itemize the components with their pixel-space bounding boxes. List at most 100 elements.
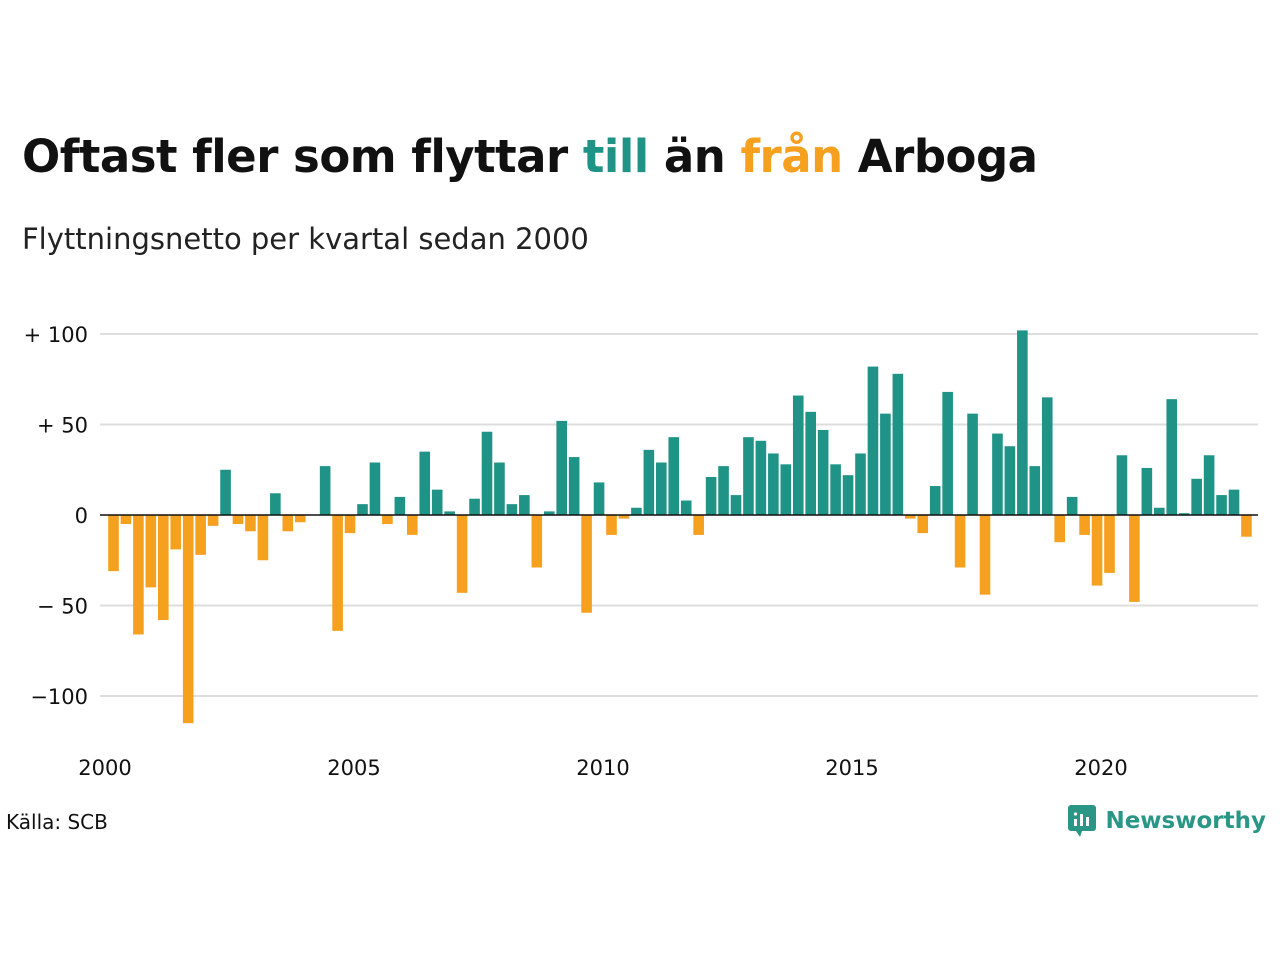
title-part-1: Oftast fler som flyttar [22,130,583,183]
title-highlight-fran: från [740,130,843,183]
x-axis-ticks: 2000 2005 2010 2015 2020 [78,756,1127,780]
bar [531,515,543,568]
bar [431,489,443,515]
bar [705,476,717,515]
y-tick-label: + 100 [24,323,88,347]
bar [979,515,991,595]
bar [1141,467,1153,515]
bar [581,515,592,613]
bar [668,437,680,515]
bar [1203,455,1215,515]
bar [880,413,891,515]
bar [357,504,368,515]
bar [730,495,742,515]
bars [108,330,1252,724]
bar [929,486,941,515]
bar [133,515,144,635]
y-tick-label: −100 [30,685,88,709]
bar [344,515,356,534]
bar [631,507,642,515]
bar [1178,513,1190,515]
bar [506,504,518,515]
bar [245,515,256,532]
bar [319,466,331,515]
bar [867,366,879,515]
bar [643,449,655,515]
title-highlight-till: till [582,130,649,183]
bar [780,464,792,515]
bar [954,515,966,568]
bar [693,515,704,535]
x-tick-label: 2015 [825,756,878,780]
bar [992,433,1003,515]
bar [182,515,194,724]
bar [568,457,580,515]
bar [1054,515,1065,543]
bar [444,511,455,515]
bar [195,515,206,555]
bar [855,453,866,515]
bar [1154,507,1165,515]
bar [1129,515,1140,602]
brand-name: Newsworthy [1105,808,1266,834]
y-tick-label: + 50 [37,414,88,438]
bar [792,395,804,515]
bar [680,500,692,515]
bar [170,515,182,550]
bar [593,482,605,515]
bar [419,451,431,515]
y-tick-label: 0 [75,504,88,528]
newsworthy-logo-icon [1068,805,1097,837]
bar [1079,515,1090,535]
bar [556,420,567,515]
title-part-3: Arboga [842,130,1038,183]
grid-lines [100,333,1258,697]
bar [942,391,953,515]
bar [332,515,343,631]
x-tick-label: 2005 [327,756,380,780]
bar [768,453,779,515]
bar [481,431,493,515]
bar [656,462,667,515]
bar [519,495,530,515]
bar [917,515,929,534]
bar [743,437,754,515]
bar [1166,399,1178,515]
x-tick-label: 2010 [576,756,629,780]
bar [494,462,505,515]
bar [220,469,231,515]
title-part-2: än [648,130,741,183]
bar [1066,496,1078,515]
bar [755,440,767,515]
bar [232,515,244,525]
bar [369,462,381,515]
bar [108,515,119,572]
bar [407,515,418,535]
bar [145,515,157,588]
bar [805,411,816,515]
bar [1116,455,1128,515]
bar [905,515,916,519]
bar [1241,515,1252,537]
bar [1029,466,1041,515]
bar [1216,495,1227,515]
bar [830,464,841,515]
y-axis-ticks: + 100 + 50 0 − 50 −100 [24,323,88,709]
bar-chart: + 100 + 50 0 − 50 −100 2000 2005 2010 2015 2020 [24,323,1258,780]
bar [1228,489,1240,515]
chart-subtitle: Flyttningsnetto per kvartal sedan 2000 [22,222,589,256]
bar [394,496,406,515]
bar [1104,515,1115,573]
bar [718,466,729,515]
brand-logo: Newsworthy [1067,804,1266,838]
bar [257,515,269,561]
bar [543,511,555,515]
bar [158,515,169,620]
chart-title: Oftast fler som flyttar till än från Arb… [22,130,1038,183]
bar [1017,330,1028,515]
bar [842,475,854,515]
bar [967,413,978,515]
bar [270,493,281,515]
source-note: Källa: SCB [6,810,108,834]
bar [382,515,393,525]
